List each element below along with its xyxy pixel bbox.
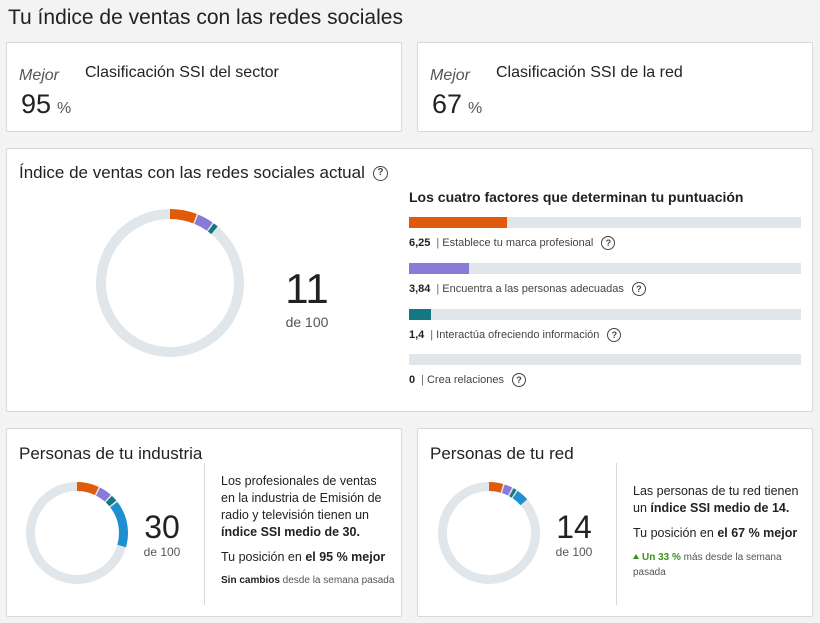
factor-bar-relationships: [409, 354, 801, 365]
industry-rank-unit: %: [57, 100, 72, 117]
industry-rank-label: Mejor: [19, 67, 60, 84]
factor-bar-engage: [409, 309, 801, 320]
industry-divider: [204, 463, 205, 605]
factor-name: Crea relaciones: [426, 374, 505, 386]
industry-position: Tu posición en el 95 % mejor: [221, 550, 385, 564]
network-description: Las personas de tu red tienen un índice …: [633, 483, 805, 517]
current-ssi-card: Índice de ventas con las redes sociales …: [6, 148, 813, 412]
triangle-up-icon: [633, 554, 639, 559]
industry-card: Personas de tu industria 30 de 100 Los p…: [6, 428, 402, 617]
network-rank-value: 67: [432, 89, 463, 119]
question-circle-icon[interactable]: ?: [601, 236, 616, 250]
question-circle-icon[interactable]: ?: [607, 328, 622, 342]
factor-label-engage: 1,4 | Interactúa ofreciendo información ?: [409, 328, 622, 342]
network-change-text: más desde la semana pasada: [633, 552, 782, 578]
factor-bar-find: [409, 263, 801, 274]
industry-rank-title: Clasificación SSI del sector: [85, 64, 279, 81]
factor-value: 0: [409, 374, 416, 386]
factor-bar-brand: [409, 217, 801, 228]
network-rank-title: Clasificación SSI de la red: [496, 64, 683, 81]
industry-donut: [26, 482, 128, 584]
industry-score-of: de 100: [143, 545, 181, 559]
factor-label-brand: 6,25 | Establece tu marca profesional ?: [409, 236, 616, 250]
network-rank-card: Mejor 67% Clasificación SSI de la red: [417, 42, 813, 132]
industry-change-text: desde la semana pasada: [279, 575, 395, 586]
factor-bar-fill: [409, 309, 431, 320]
network-change-up: Un 33 %: [642, 552, 681, 563]
industry-change-bold: Sin cambios: [221, 575, 280, 586]
network-title: Personas de tu red: [430, 444, 574, 463]
current-ssi-donut: [96, 209, 244, 357]
factor-bar-fill: [409, 217, 507, 228]
industry-title: Personas de tu industria: [19, 444, 203, 463]
factor-value: 3,84: [409, 283, 431, 295]
industry-score: 30: [144, 509, 180, 545]
network-score: 14: [556, 509, 592, 545]
network-donut: [438, 482, 540, 584]
network-position-text: Tu posición en: [633, 526, 718, 540]
donut-segment: [96, 209, 244, 357]
current-score: 11: [285, 265, 329, 312]
network-rank-unit: %: [468, 100, 483, 117]
industry-description: Los profesionales de ventas en la indust…: [221, 473, 393, 541]
current-ssi-title-text: Índice de ventas con las redes sociales …: [19, 163, 365, 182]
question-circle-icon[interactable]: ?: [372, 165, 388, 181]
question-circle-icon[interactable]: ?: [631, 282, 646, 296]
network-desc-text: Las personas de tu red tienen un: [633, 484, 799, 515]
industry-desc-bold: índice SSI medio de 30.: [221, 525, 360, 539]
network-card: Personas de tu red 14 de 100 Las persona…: [417, 428, 813, 617]
factors-title: Los cuatro factores que determinan tu pu…: [409, 189, 744, 205]
network-rank-value-wrap: 67%: [432, 89, 482, 120]
network-rank-label: Mejor: [430, 67, 471, 84]
factor-value: 6,25: [409, 237, 431, 249]
donut-track: [96, 209, 244, 357]
question-circle-icon[interactable]: ?: [512, 373, 527, 387]
current-score-of: de 100: [285, 314, 329, 330]
network-desc-bold: índice SSI medio de 14.: [650, 501, 790, 515]
page-title: Tu índice de ventas con las redes social…: [8, 6, 403, 29]
network-divider: [616, 463, 617, 605]
factor-name: Interactúa ofreciendo información: [436, 329, 600, 341]
network-position-bold: el 67 % mejor: [717, 526, 798, 540]
factor-label-relationships: 0 | Crea relaciones ?: [409, 373, 527, 387]
industry-desc-text: Los profesionales de ventas en la indust…: [221, 474, 382, 522]
industry-position-bold: el 95 % mejor: [305, 550, 386, 564]
current-ssi-title: Índice de ventas con las redes sociales …: [19, 163, 388, 183]
industry-rank-value-wrap: 95%: [21, 89, 71, 120]
industry-rank-card: Mejor 95% Clasificación SSI del sector: [6, 42, 402, 132]
factor-bar-fill: [409, 263, 470, 274]
factor-name: Establece tu marca profesional: [442, 237, 594, 249]
industry-rank-value: 95: [21, 89, 52, 119]
donut-segment: [438, 482, 540, 584]
donut-segment: [26, 482, 128, 584]
factor-name: Encuentra a las personas adecuadas: [442, 283, 624, 295]
donut-segment: [26, 482, 128, 584]
network-position: Tu posición en el 67 % mejor: [633, 526, 797, 540]
industry-change: Sin cambios desde la semana pasada: [221, 573, 394, 588]
network-score-of: de 100: [555, 545, 593, 559]
network-change: Un 33 % más desde la semana pasada: [633, 550, 805, 580]
factor-value: 1,4: [409, 329, 425, 341]
factor-label-find: 3,84 | Encuentra a las personas adecuadas …: [409, 282, 646, 296]
industry-position-text: Tu posición en: [221, 550, 306, 564]
